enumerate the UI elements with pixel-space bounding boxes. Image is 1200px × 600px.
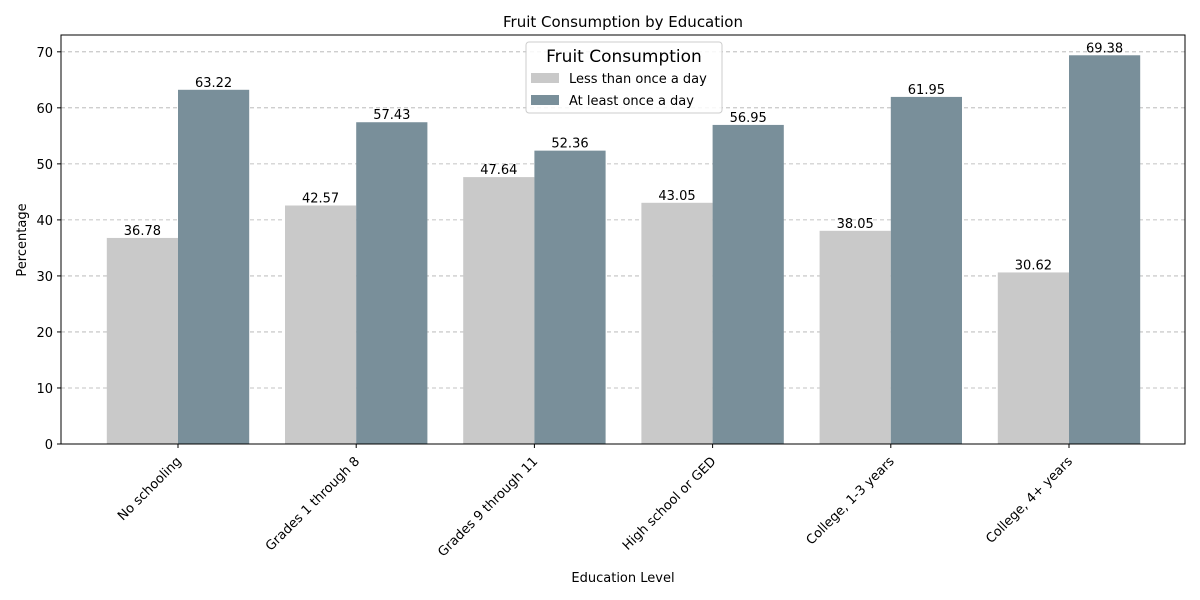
- data-label-at-least-once: 69.38: [1086, 41, 1123, 56]
- bar-at-least-once: [356, 122, 428, 445]
- legend: Fruit Consumption Less than once a day A…: [525, 41, 723, 114]
- x-tick-label: No schooling: [115, 454, 185, 524]
- legend-frame: [525, 41, 723, 114]
- data-label-less-than-once: 30.62: [1015, 258, 1052, 273]
- data-labels: 36.78 63.22 42.57 57.43 47.64 52.36 43.05 56.95…: [124, 41, 1123, 273]
- plot-frame: [60, 34, 1186, 445]
- x-axis-ticks: No schooling Grades 1 through 8 Grades 9 t…: [115, 444, 1076, 560]
- data-label-at-least-once: 52.36: [551, 137, 588, 152]
- y-tick-label: 0: [45, 438, 53, 453]
- y-tick-label: 30: [36, 270, 53, 285]
- bar-at-least-once: [534, 150, 606, 444]
- bar-at-least-once: [178, 89, 250, 444]
- y-axis-label: Percentage: [15, 203, 30, 276]
- data-label-less-than-once: 36.78: [124, 224, 161, 239]
- data-label-at-least-once: 57.43: [373, 108, 410, 123]
- x-axis-label: Education Level: [571, 571, 674, 586]
- y-tick-label: 60: [36, 102, 53, 117]
- legend-title: Fruit Consumption: [546, 47, 702, 67]
- bar-less-than-once: [285, 205, 357, 444]
- y-tick-label: 20: [36, 326, 53, 341]
- y-tick-label: 10: [36, 382, 53, 397]
- legend-swatch-less-than-once: [531, 73, 559, 83]
- chart-title: Fruit Consumption by Education: [503, 13, 743, 31]
- data-label-less-than-once: 47.64: [480, 163, 517, 178]
- y-axis-ticks: 0 10 20 30 40 50 60 70: [36, 46, 61, 453]
- x-tick-label: High school or GED: [620, 454, 719, 553]
- y-tick-label: 40: [36, 214, 53, 229]
- x-tick-label: Grades 1 through 8: [263, 454, 363, 554]
- x-tick-label: Grades 9 through 11: [435, 454, 541, 560]
- y-tick-label: 70: [36, 46, 53, 61]
- data-label-at-least-once: 61.95: [908, 83, 945, 98]
- x-tick-label: College, 4+ years: [983, 454, 1076, 547]
- legend-label-at-least-once: At least once a day: [569, 94, 694, 109]
- y-tick-label: 50: [36, 158, 53, 173]
- bar-less-than-once: [106, 237, 178, 444]
- bar-at-least-once: [712, 124, 784, 444]
- bar-less-than-once: [641, 202, 713, 444]
- data-label-less-than-once: 43.05: [658, 189, 695, 204]
- x-tick-label: College, 1-3 years: [804, 454, 898, 548]
- bar-less-than-once: [997, 272, 1069, 444]
- bar-at-least-once: [890, 96, 962, 444]
- bar-less-than-once: [819, 230, 891, 444]
- data-label-less-than-once: 42.57: [302, 191, 339, 206]
- legend-swatch-at-least-once: [531, 95, 559, 105]
- legend-label-less-than-once: Less than once a day: [569, 72, 707, 87]
- data-label-at-least-once: 56.95: [730, 111, 767, 126]
- data-label-at-least-once: 63.22: [195, 76, 232, 91]
- bar-at-least-once: [1069, 55, 1141, 444]
- bar-less-than-once: [463, 177, 535, 444]
- bars: [106, 55, 1141, 445]
- data-label-less-than-once: 38.05: [837, 217, 874, 232]
